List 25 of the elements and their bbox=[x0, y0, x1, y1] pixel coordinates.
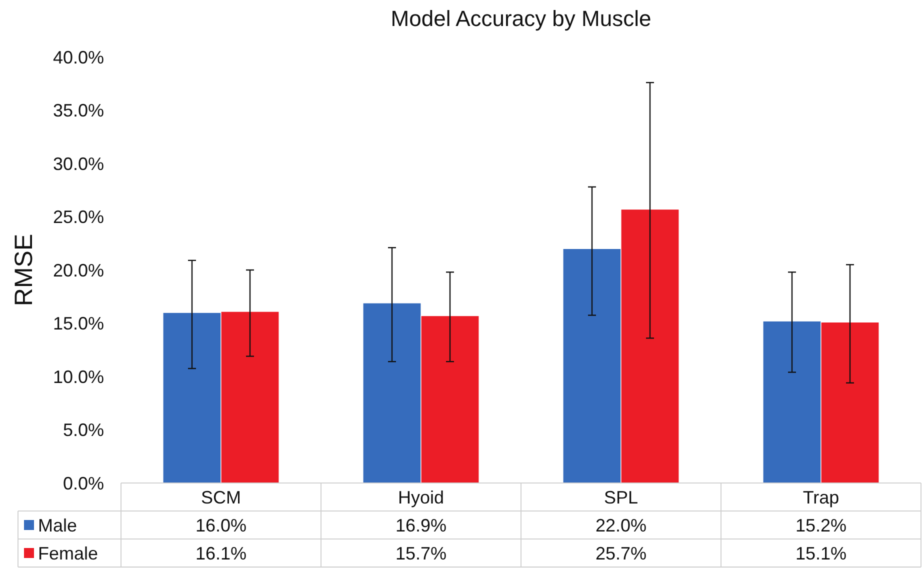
chart-title: Model Accuracy by Muscle bbox=[390, 6, 652, 31]
y-tick-label: 5.0% bbox=[62, 420, 104, 440]
data-label: 22.0% bbox=[595, 515, 647, 536]
x-tick-label: Trap bbox=[802, 487, 840, 508]
y-tick-label: 15.0% bbox=[52, 314, 104, 334]
data-label: 16.1% bbox=[195, 543, 247, 564]
data-label: 16.0% bbox=[195, 515, 247, 536]
y-tick-label: 10.0% bbox=[52, 366, 104, 387]
data-label: 25.7% bbox=[595, 543, 647, 564]
data-label: 15.1% bbox=[795, 543, 847, 564]
y-tick-label: 25.0% bbox=[52, 207, 104, 228]
x-tick-label: Hyoid bbox=[398, 487, 444, 508]
legend-label: Female bbox=[38, 543, 98, 564]
legend-label: Male bbox=[38, 515, 78, 536]
data-label: 16.9% bbox=[395, 515, 447, 536]
y-tick-label: 20.0% bbox=[52, 260, 104, 280]
y-tick-label: 40.0% bbox=[52, 47, 104, 68]
y-tick-label: 35.0% bbox=[52, 100, 104, 121]
data-label: 15.7% bbox=[395, 543, 447, 564]
x-tick-label: SCM bbox=[201, 487, 241, 508]
x-tick-label: SPL bbox=[604, 487, 638, 508]
data-label: 15.2% bbox=[795, 515, 847, 536]
y-tick-label: 30.0% bbox=[52, 154, 104, 174]
y-axis-title: RMSE bbox=[10, 234, 38, 306]
y-tick-label: 0.0% bbox=[62, 473, 104, 494]
